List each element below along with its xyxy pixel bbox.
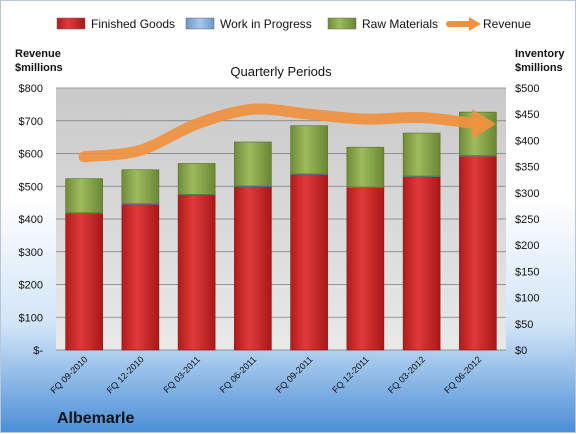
x-tick-label: FQ 03-2012 <box>386 354 427 395</box>
bar-raw-materials <box>121 169 160 205</box>
bar-raw-materials <box>65 178 103 214</box>
bar-raw-materials <box>346 146 385 188</box>
left-tick-label: $700 <box>19 116 43 128</box>
bar-raw-materials <box>234 141 272 187</box>
bar-finished-goods <box>65 212 103 351</box>
left-tick-label: $- <box>33 345 43 357</box>
left-tick-label: $400 <box>19 214 43 226</box>
right-tick-label: $250 <box>515 214 539 226</box>
right-tick-label: $100 <box>515 293 539 305</box>
right-tick-label: $400 <box>515 135 539 147</box>
right-axis-label-line2: $millions <box>515 62 563 74</box>
left-tick-label: $200 <box>19 280 43 292</box>
bar-finished-goods <box>290 174 328 351</box>
right-axis-label-line1: Inventory <box>515 48 565 60</box>
x-tick-label: FQ 03-2011 <box>161 354 202 395</box>
right-tick-label: $500 <box>515 83 539 95</box>
x-tick-label: FQ 12-2011 <box>330 354 371 395</box>
legend-arrowhead <box>469 17 481 31</box>
revenue-line <box>78 103 484 163</box>
legend-label: Revenue <box>483 17 531 31</box>
legend-label: Finished Goods <box>91 17 175 31</box>
legend-item: Work in Progress <box>185 17 312 31</box>
right-tick-label: $300 <box>515 188 539 200</box>
bar-raw-materials <box>177 163 216 195</box>
x-tick-label: FQ 09-2010 <box>49 354 90 395</box>
x-tick-label: FQ 06-2012 <box>442 354 483 395</box>
left-axis-label-line2: $millions <box>15 62 63 74</box>
bar-finished-goods <box>177 194 216 351</box>
revenue-line-arrowhead <box>471 109 496 140</box>
left-tick-label: $800 <box>19 83 43 95</box>
left-tick-label: $600 <box>19 149 43 161</box>
right-tick-label: $50 <box>515 319 533 331</box>
left-tick-label: $100 <box>19 312 43 324</box>
bar-finished-goods <box>121 204 160 351</box>
chart-title: Quarterly Periods <box>230 64 332 79</box>
right-tick-label: $150 <box>515 266 539 278</box>
right-tick-label: $200 <box>515 240 539 252</box>
bar-raw-materials <box>402 132 441 177</box>
right-tick-label: $450 <box>515 109 539 121</box>
legend-label: Raw Materials <box>362 17 438 31</box>
legend-label: Work in Progress <box>220 17 312 31</box>
left-tick-label: $300 <box>19 247 43 259</box>
bar-finished-goods <box>346 187 385 351</box>
left-tick-label: $500 <box>19 181 43 193</box>
bar-finished-goods <box>234 186 272 351</box>
right-tick-label: $0 <box>515 345 527 357</box>
legend-swatch <box>327 17 357 30</box>
legend-swatch <box>56 17 86 30</box>
legend-swatch <box>185 17 215 30</box>
company-name: Albemarle <box>57 410 134 427</box>
x-tick-label: FQ 06-2011 <box>218 354 259 395</box>
legend-item: Finished Goods <box>56 17 175 31</box>
bar-raw-materials <box>290 125 328 175</box>
legend-item: Revenue <box>446 17 531 31</box>
x-tick-label: FQ 12-2010 <box>105 354 146 395</box>
bar-finished-goods <box>459 155 497 351</box>
x-tick-label: FQ 09-2011 <box>274 354 315 395</box>
bar-finished-goods <box>402 176 441 351</box>
left-axis-label-line1: Revenue <box>15 48 61 60</box>
right-tick-label: $350 <box>515 162 539 174</box>
legend-item: Raw Materials <box>327 17 438 31</box>
